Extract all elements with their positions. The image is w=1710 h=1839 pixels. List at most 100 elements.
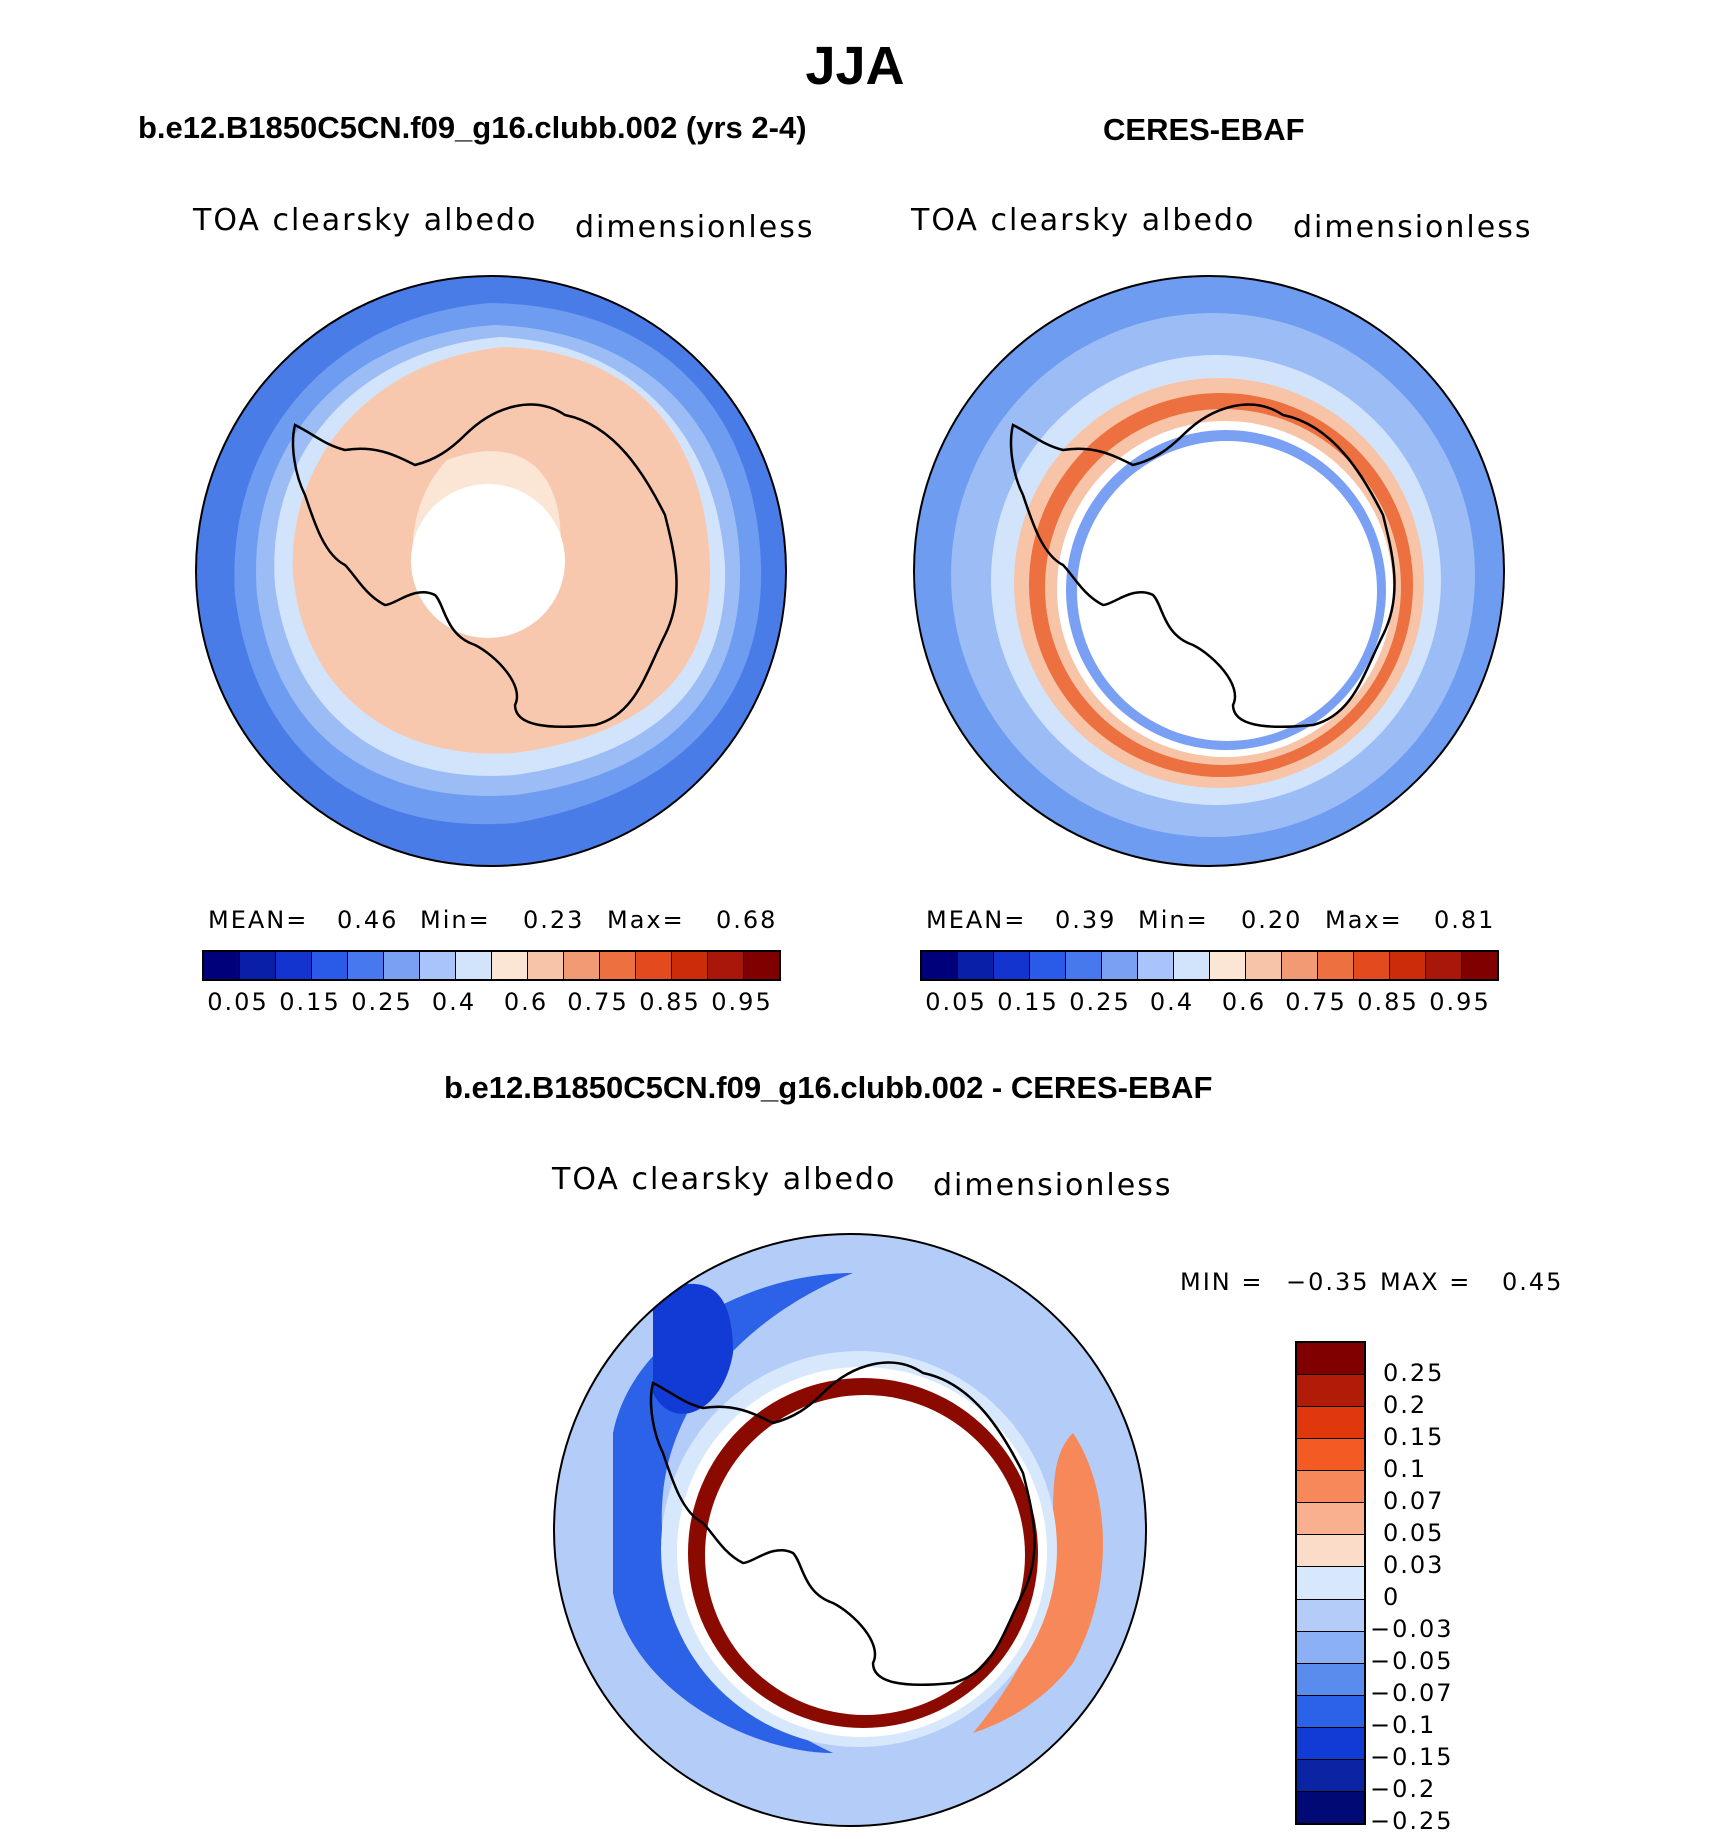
- colorbar-swatch: [1297, 1503, 1364, 1536]
- colorbar-tick-label: 0.1: [1383, 1455, 1428, 1483]
- obs-max-value: 0.81: [1434, 906, 1496, 934]
- colorbar-tick-label: 0.85: [1357, 988, 1419, 1016]
- colorbar-swatch: [1246, 952, 1282, 979]
- obs-units-label: dimensionless: [1293, 210, 1533, 245]
- colorbar-swatch: [1297, 1535, 1364, 1568]
- colorbar-swatch: [922, 952, 958, 979]
- obs-coastline: [1009, 403, 1396, 729]
- figure-title: JJA: [805, 36, 905, 96]
- obs-mean-label: MEAN=: [926, 906, 1027, 934]
- model-variable-label: TOA clearsky albedo: [193, 203, 538, 238]
- colorbar-swatch: [1297, 1631, 1364, 1664]
- colorbar-swatch: [1297, 1407, 1364, 1440]
- colorbar-swatch: [1354, 952, 1390, 979]
- colorbar-swatch: [312, 952, 348, 979]
- colorbar-swatch: [240, 952, 276, 979]
- colorbar-tick-label: 0.6: [1221, 988, 1267, 1016]
- diff-max-value: 0.45: [1502, 1268, 1564, 1296]
- colorbar-swatch: [1297, 1663, 1364, 1696]
- colorbar-swatch: [1297, 1759, 1364, 1792]
- colorbar-swatch: [994, 952, 1030, 979]
- diff-variable-label: TOA clearsky albedo: [552, 1162, 897, 1197]
- model-mean-value: 0.46: [337, 906, 399, 934]
- model-coastline: [291, 403, 678, 729]
- diff-coastline: [649, 1361, 1036, 1687]
- colorbar-swatch: [958, 952, 994, 979]
- colorbar-swatch: [276, 952, 312, 979]
- colorbar-swatch: [204, 952, 240, 979]
- colorbar-swatch: [1297, 1791, 1364, 1823]
- colorbar-swatch: [1297, 1599, 1364, 1632]
- diff-max-label: MAX =: [1380, 1268, 1472, 1296]
- colorbar-tick-label: −0.2: [1370, 1775, 1437, 1803]
- colorbar-swatch: [708, 952, 744, 979]
- colorbar-tick-label: 0.4: [431, 988, 477, 1016]
- colorbar-tick-label: −0.1: [1370, 1711, 1437, 1739]
- model-max-value: 0.68: [716, 906, 778, 934]
- model-mean-label: MEAN=: [208, 906, 309, 934]
- colorbar-swatch: [1297, 1695, 1364, 1728]
- obs-mean-value: 0.39: [1055, 906, 1117, 934]
- colorbar-tick-label: 0.15: [997, 988, 1059, 1016]
- colorbar-tick-label: 0.95: [711, 988, 773, 1016]
- colorbar-tick-label: 0.25: [1383, 1359, 1445, 1387]
- colorbar-tick-label: 0.25: [1069, 988, 1131, 1016]
- colorbar-swatch: [492, 952, 528, 979]
- colorbar-swatch: [1297, 1567, 1364, 1600]
- model-min-label: Min=: [420, 906, 491, 934]
- colorbar-tick-label: 0.15: [279, 988, 341, 1016]
- obs-min-label: Min=: [1138, 906, 1209, 934]
- colorbar-tick-label: 0.85: [639, 988, 701, 1016]
- colorbar-tick-label: −0.25: [1370, 1807, 1454, 1835]
- colorbar-tick-label: 0.03: [1383, 1551, 1445, 1579]
- colorbar-tick-label: 0.2: [1383, 1391, 1428, 1419]
- colorbar-tick-label: −0.07: [1370, 1679, 1454, 1707]
- colorbar-tick-label: 0.75: [567, 988, 629, 1016]
- colorbar-swatch: [384, 952, 420, 979]
- obs-colorbar: [920, 950, 1499, 981]
- colorbar-swatch: [1297, 1727, 1364, 1760]
- colorbar-swatch: [636, 952, 672, 979]
- colorbar-swatch: [1297, 1343, 1364, 1376]
- diff-panel-title: b.e12.B1850C5CN.f09_g16.clubb.002 - CERE…: [444, 1070, 1213, 1105]
- colorbar-swatch: [1138, 952, 1174, 979]
- colorbar-swatch: [528, 952, 564, 979]
- colorbar-swatch: [1282, 952, 1318, 979]
- model-max-label: Max=: [607, 906, 685, 934]
- diff-colorbar: [1295, 1341, 1366, 1825]
- colorbar-tick-label: 0: [1383, 1583, 1401, 1611]
- colorbar-tick-label: 0.05: [925, 988, 987, 1016]
- model-polar-map: [195, 275, 787, 867]
- obs-variable-label: TOA clearsky albedo: [911, 203, 1256, 238]
- colorbar-swatch: [1297, 1471, 1364, 1504]
- diff-polar-map: [553, 1233, 1147, 1827]
- colorbar-swatch: [1426, 952, 1462, 979]
- colorbar-tick-label: 0.05: [207, 988, 269, 1016]
- colorbar-swatch: [1102, 952, 1138, 979]
- colorbar-swatch: [1318, 952, 1354, 979]
- colorbar-tick-label: 0.95: [1429, 988, 1491, 1016]
- colorbar-tick-label: 0.25: [351, 988, 413, 1016]
- obs-panel-title: CERES-EBAF: [1103, 112, 1305, 147]
- colorbar-swatch: [744, 952, 779, 979]
- colorbar-tick-label: 0.15: [1383, 1423, 1445, 1451]
- colorbar-swatch: [564, 952, 600, 979]
- colorbar-tick-label: 0.07: [1383, 1487, 1445, 1515]
- colorbar-swatch: [1297, 1439, 1364, 1472]
- obs-min-value: 0.20: [1241, 906, 1303, 934]
- model-colorbar: [202, 950, 781, 981]
- colorbar-swatch: [1066, 952, 1102, 979]
- obs-polar-map: [913, 275, 1505, 867]
- colorbar-swatch: [1462, 952, 1497, 979]
- colorbar-swatch: [348, 952, 384, 979]
- colorbar-tick-label: −0.05: [1370, 1647, 1454, 1675]
- diff-min-label: MIN =: [1180, 1268, 1264, 1296]
- model-panel-title: b.e12.B1850C5CN.f09_g16.clubb.002 (yrs 2…: [138, 110, 807, 145]
- diff-units-label: dimensionless: [933, 1168, 1173, 1203]
- colorbar-tick-label: 0.05: [1383, 1519, 1445, 1547]
- colorbar-tick-label: 0.4: [1149, 988, 1195, 1016]
- colorbar-tick-label: −0.15: [1370, 1743, 1454, 1771]
- colorbar-swatch: [420, 952, 456, 979]
- colorbar-tick-label: 0.75: [1285, 988, 1347, 1016]
- model-min-value: 0.23: [523, 906, 585, 934]
